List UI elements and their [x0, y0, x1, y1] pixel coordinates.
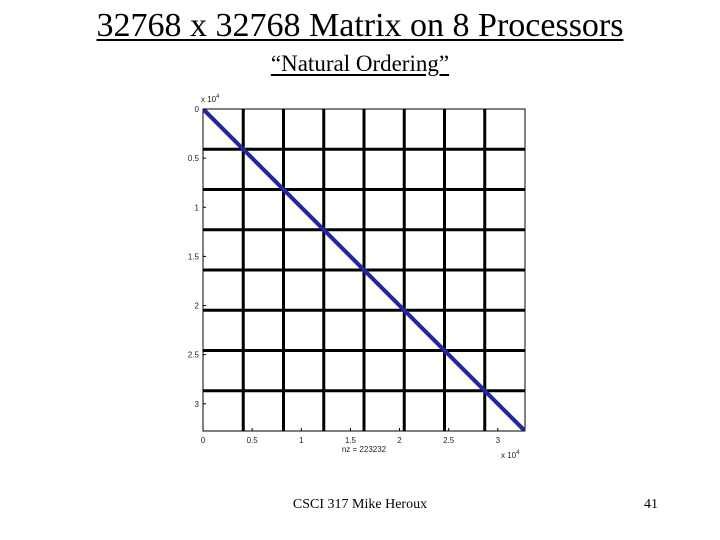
y-tick-label: 1: [195, 203, 200, 212]
footer-text: CSCI 317 Mike Heroux: [292, 497, 428, 512]
x-tick-label: 0: [201, 436, 206, 445]
x-tick-label: 3: [496, 436, 501, 445]
sparsity-plot: 0 0.5 1 1.5 2 2.5 3 0 0.5 1 1.5 2 2.5 3 x 104 x 104 n…: [170, 88, 545, 473]
band-diagonal: [204, 108, 526, 430]
x-exponent-label: x 104: [501, 450, 520, 460]
x-tick-label: 1.5: [345, 436, 357, 445]
x-tick-label: 2: [397, 436, 402, 445]
band-diagonal: [202, 108, 526, 432]
processor-grid: [203, 109, 525, 431]
x-tick-label: 1: [299, 436, 304, 445]
y-tick-label: 0.5: [188, 154, 200, 163]
x-tick-label: 0.5: [247, 436, 259, 445]
y-exponent-label: x 104: [201, 94, 220, 104]
axis-ticks: 0 0.5 1 1.5 2 2.5 3 0 0.5 1 1.5 2 2.5 3: [188, 105, 501, 445]
matrix-band: [202, 108, 526, 432]
y-tick-label: 0: [195, 105, 200, 114]
band-diagonal: [202, 110, 524, 432]
page-number: 41: [644, 497, 658, 512]
x-tick-label: 2.5: [443, 436, 455, 445]
y-tick-label: 2.5: [188, 351, 200, 360]
sparsity-plot-svg: 0 0.5 1 1.5 2 2.5 3 0 0.5 1 1.5 2 2.5 3 x 104 x 104 n…: [188, 94, 526, 460]
slide-title: 32768 x 32768 Matrix on 8 Processors: [96, 7, 624, 44]
y-tick-label: 1.5: [188, 252, 200, 261]
slide-subtitle: “Natural Ordering”: [270, 51, 450, 76]
y-tick-label: 2: [195, 302, 200, 311]
y-tick-label: 3: [195, 400, 200, 409]
nz-label: nz = 223232: [342, 445, 387, 454]
